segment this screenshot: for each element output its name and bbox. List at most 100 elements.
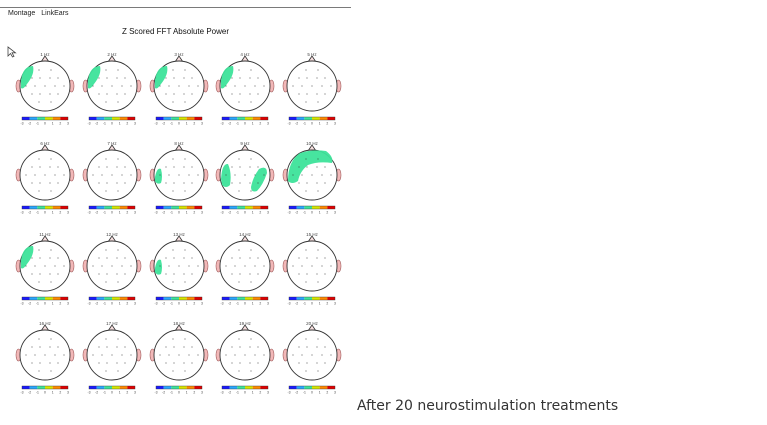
electrode-dot — [38, 190, 40, 192]
electrode-dot — [50, 338, 52, 340]
electrode-dot — [225, 174, 227, 176]
color-scale-label: -3 — [20, 302, 23, 306]
electrode-dot — [121, 85, 123, 87]
electrode-dot — [173, 273, 175, 275]
color-scale-label: -1 — [36, 122, 39, 126]
color-scale-segment — [260, 117, 268, 120]
color-scale-label: -3 — [154, 211, 157, 215]
color-scale-label: 0 — [311, 211, 313, 215]
electrode-dot — [257, 362, 259, 364]
topomap-8: 8 Hz -3 -2 -1 0 1 2 3 — [149, 141, 209, 215]
color-scale-segment — [252, 297, 261, 300]
topomap-grid: 1 Hz-3 -2 -1 0 1 2 32 Hz-3 -2 -1 0 1 2 33 Hz-3 -2 -1 0 1… — [15, 52, 342, 395]
electrode-dot — [184, 370, 186, 372]
electrode-dot — [49, 257, 51, 259]
color-scale-segment — [229, 297, 238, 300]
electrode-dot — [31, 346, 33, 348]
color-scale-label: -3 — [154, 302, 157, 306]
electrode-dot — [250, 281, 252, 283]
color-scale-segment — [112, 297, 120, 300]
electrode-dot — [184, 190, 186, 192]
electrode-dot — [49, 182, 51, 184]
electrode-dot — [244, 85, 246, 87]
electrode-dot — [316, 346, 318, 348]
caption-text: After 20 neurostimulation treatments — [357, 398, 619, 414]
color-scale-frame — [88, 385, 136, 390]
color-scale-label: -2 — [162, 302, 165, 306]
electrode-dot — [38, 338, 40, 340]
color-scale-segment — [119, 206, 128, 209]
color-scale-label: -3 — [220, 211, 223, 215]
color-scale-segment — [29, 117, 38, 120]
color-scale-label: -1 — [103, 302, 106, 306]
electrode-dot — [234, 174, 236, 176]
topomap-15: 15 Hz -3 -2 -1 0 1 2 3 — [282, 232, 342, 306]
topomap-7: 7 Hz -3 -2 -1 0 1 2 3 — [82, 141, 142, 215]
electrode-dot — [124, 166, 126, 168]
nose-icon — [107, 144, 117, 152]
color-scale-segment — [237, 206, 245, 209]
electrode-dot — [316, 273, 318, 275]
color-scale-segment — [171, 117, 179, 120]
electrode-dot — [130, 354, 132, 356]
color-scale-segment — [52, 386, 61, 389]
electrode-dot — [324, 257, 326, 259]
electrode-dot — [57, 77, 59, 79]
electrode-dot — [106, 273, 108, 275]
color-scale-segment — [60, 206, 68, 209]
color-scale-label: 1 — [319, 391, 321, 395]
electrode-dot — [116, 166, 118, 168]
color-scale-label: 0 — [111, 211, 113, 215]
color-scale-label: -3 — [220, 302, 223, 306]
color-scale-segment — [194, 117, 202, 120]
electrode-dot — [188, 265, 190, 267]
color-scale-segment — [245, 297, 253, 300]
electrode-dot — [231, 362, 233, 364]
color-scale-segment — [245, 117, 253, 120]
color-scale-segment — [127, 386, 135, 389]
color-scale-label: 0 — [178, 302, 180, 306]
electrode-dot — [165, 346, 167, 348]
electrode-dot — [191, 273, 193, 275]
color-scale-segment — [222, 386, 230, 389]
electrode-dot — [324, 182, 326, 184]
electrode-dot — [92, 85, 94, 87]
color-scale-label: -2 — [162, 391, 165, 395]
color-scale-label: 3 — [201, 211, 203, 215]
electrode-dot — [54, 265, 56, 267]
electrode-dot — [31, 166, 33, 168]
color-scale-segment — [327, 386, 335, 389]
color-scale-segment — [112, 117, 120, 120]
color-scale-label: -3 — [287, 391, 290, 395]
electrode-dot — [116, 257, 118, 259]
electrode-dot — [263, 174, 265, 176]
electrode-dot — [321, 174, 323, 176]
menu-item-montage[interactable]: Montage — [8, 10, 36, 17]
electrode-dot — [39, 257, 41, 259]
top-divider — [0, 7, 351, 8]
electrode-dot — [57, 166, 59, 168]
menu-item-linkears[interactable]: LinkEars — [41, 10, 69, 17]
color-scale-segment — [289, 297, 297, 300]
color-scale-label: -3 — [220, 391, 223, 395]
color-scale-segment — [179, 297, 187, 300]
color-scale-label: 3 — [334, 302, 336, 306]
activation-region — [221, 163, 267, 192]
color-scale-segment — [237, 297, 245, 300]
color-scale-segment — [52, 117, 61, 120]
topomap-11: 11 Hz -3 -2 -1 0 1 2 3 — [15, 232, 75, 306]
electrode-dot — [231, 93, 233, 95]
color-scale-segment — [296, 297, 305, 300]
electrode-dot — [191, 182, 193, 184]
color-scale-label: -1 — [303, 302, 306, 306]
color-scale-label: 2 — [193, 391, 195, 395]
color-scale-segment — [171, 206, 179, 209]
color-scale-segment — [194, 297, 202, 300]
topomap-12: 12 Hz -3 -2 -1 0 1 2 3 — [82, 232, 142, 306]
electrode-dot — [92, 354, 94, 356]
electrode-dot — [330, 354, 332, 356]
topomap-1: 1 Hz -3 -2 -1 0 1 2 3 — [15, 52, 75, 126]
electrode-dot — [50, 158, 52, 160]
color-scale-frame — [88, 205, 136, 210]
electrode-dot — [130, 265, 132, 267]
